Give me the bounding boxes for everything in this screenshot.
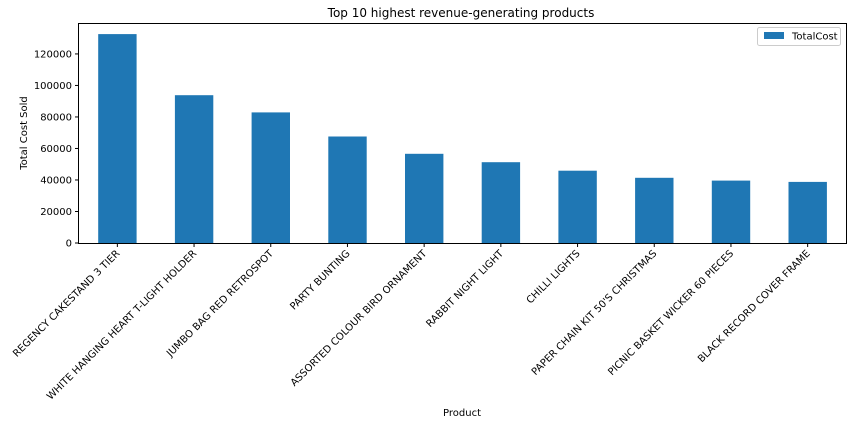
legend-label-totalcost: TotalCost bbox=[791, 32, 838, 43]
y-tick-label: 60000 bbox=[40, 144, 72, 155]
y-tick-label: 40000 bbox=[40, 175, 72, 186]
bar bbox=[788, 181, 827, 243]
y-tick-label: 100000 bbox=[34, 81, 72, 92]
x-axis-label: Product bbox=[443, 408, 481, 419]
bar bbox=[711, 180, 751, 243]
bar bbox=[328, 136, 367, 243]
bar bbox=[98, 34, 137, 243]
bar bbox=[481, 162, 521, 243]
y-tick-label: 0 bbox=[66, 239, 72, 250]
y-tick-label: 20000 bbox=[40, 207, 72, 218]
bar bbox=[174, 95, 214, 243]
bars-group bbox=[98, 34, 827, 244]
y-tick-label: 120000 bbox=[34, 49, 72, 60]
legend-swatch-totalcost bbox=[764, 32, 784, 39]
bar bbox=[405, 153, 444, 243]
y-tick-label: 80000 bbox=[40, 112, 72, 123]
plot-frame bbox=[78, 23, 847, 244]
bar bbox=[635, 177, 674, 243]
y-axis-label: Total Cost Sold bbox=[19, 96, 30, 171]
chart-title: Top 10 highest revenue-generating produc… bbox=[327, 6, 595, 20]
bar bbox=[558, 170, 597, 243]
legend: TotalCost bbox=[757, 27, 841, 46]
bar bbox=[251, 112, 290, 244]
